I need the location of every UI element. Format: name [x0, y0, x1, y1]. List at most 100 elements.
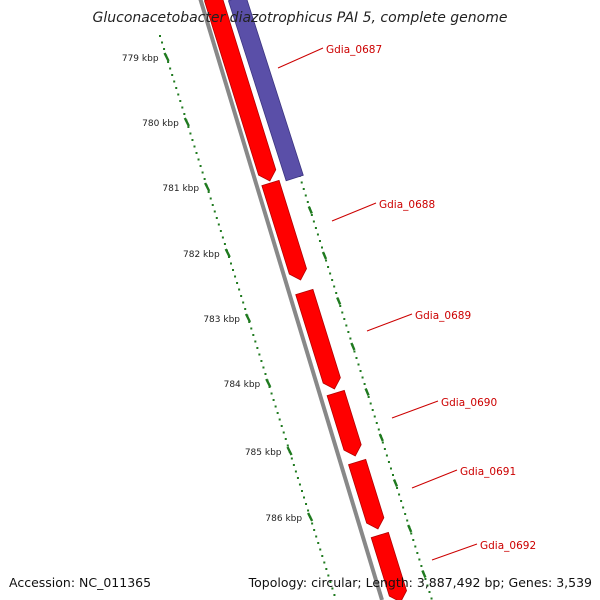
- ruler-minor-tick: [219, 230, 222, 232]
- ruler-minor-tick: [377, 428, 380, 431]
- ruler-major-tick: [336, 297, 342, 305]
- ruler-minor-tick: [381, 441, 384, 444]
- gene-label-leader: [277, 47, 324, 69]
- ruler-minor-tick: [213, 210, 216, 213]
- ruler-minor-tick: [325, 259, 328, 262]
- ruler-minor-tick: [316, 233, 319, 236]
- gene-feature-forward[interactable]: [203, 0, 277, 182]
- gene-label-leader: [331, 202, 377, 222]
- gene-label[interactable]: Gdia_0692: [480, 540, 536, 552]
- ruler-minor-tick: [199, 165, 202, 167]
- ruler-minor-tick: [398, 493, 401, 496]
- ruler-minor-tick: [252, 334, 255, 336]
- ruler-minor-tick: [256, 347, 259, 349]
- ruler-minor-tick: [264, 373, 267, 375]
- ruler-tick-label: 782 kbp: [183, 250, 220, 260]
- ruler-minor-tick: [290, 457, 293, 460]
- ruler-minor-tick: [201, 171, 204, 174]
- ruler-minor-tick: [414, 545, 417, 548]
- gene-feature-forward[interactable]: [295, 288, 341, 390]
- gene-feature-forward[interactable]: [326, 389, 362, 457]
- ruler-minor-tick: [406, 519, 409, 522]
- ruler-minor-tick: [229, 262, 232, 265]
- ruler-minor-tick: [373, 415, 376, 418]
- ruler-minor-tick: [412, 539, 415, 541]
- ruler-tick-label: 781 kbp: [162, 184, 199, 194]
- ruler-minor-tick: [385, 454, 388, 457]
- ruler-minor-tick: [361, 376, 364, 379]
- ruler-minor-tick: [323, 561, 326, 564]
- ruler-tick-label: 783 kbp: [203, 315, 240, 325]
- ruler-minor-tick: [258, 353, 261, 356]
- ruler-minor-tick: [278, 418, 281, 421]
- ruler-minor-tick: [325, 568, 328, 570]
- ruler-minor-tick: [424, 578, 427, 580]
- ruler-minor-tick: [306, 201, 309, 203]
- gene-label[interactable]: Gdia_0687: [326, 44, 382, 56]
- ruler-minor-tick: [428, 591, 431, 593]
- ruler-major-tick: [407, 524, 413, 533]
- ruler-major-tick: [364, 388, 370, 396]
- ruler-minor-tick: [329, 581, 332, 583]
- ruler-major-tick: [378, 433, 384, 442]
- ruler-minor-tick: [383, 448, 386, 450]
- ruler-minor-tick: [240, 295, 243, 297]
- ruler-minor-tick: [284, 438, 287, 440]
- ruler-minor-tick: [195, 152, 198, 154]
- ruler-minor-tick: [426, 584, 429, 587]
- gene-label[interactable]: Gdia_0690: [441, 397, 497, 409]
- ruler-minor-tick: [272, 399, 275, 401]
- ruler-minor-tick: [304, 194, 307, 197]
- ruler-minor-tick: [181, 106, 184, 109]
- ruler-minor-tick: [211, 204, 214, 206]
- ruler-minor-tick: [296, 477, 299, 479]
- ruler-minor-tick: [161, 41, 164, 44]
- ruler-minor-tick: [339, 305, 342, 307]
- ruler-minor-tick: [177, 93, 180, 96]
- ruler-minor-tick: [183, 113, 186, 115]
- ruler-minor-tick: [331, 587, 334, 590]
- ruler-minor-tick: [189, 132, 192, 135]
- ruler-minor-tick: [175, 87, 178, 89]
- ruler-minor-tick: [410, 532, 413, 535]
- ruler-tick-label: 779 kbp: [122, 54, 159, 64]
- ruler-minor-tick: [318, 240, 321, 242]
- gene-label-leader: [431, 543, 478, 561]
- gene-feature-forward[interactable]: [348, 458, 385, 530]
- ruler-minor-tick: [238, 288, 241, 291]
- ruler-minor-tick: [404, 513, 407, 515]
- ruler-major-tick: [286, 446, 293, 456]
- ruler-minor-tick: [333, 285, 336, 288]
- ruler-minor-tick: [345, 324, 348, 327]
- ruler-major-tick: [421, 570, 427, 578]
- sequence-backbone: [198, 0, 384, 600]
- ruler-minor-tick: [363, 383, 366, 385]
- gene-label[interactable]: Gdia_0689: [415, 310, 471, 322]
- gene-feature-forward[interactable]: [261, 179, 307, 281]
- ruler-minor-tick: [329, 272, 332, 275]
- ruler-minor-tick: [391, 474, 394, 476]
- ruler-major-tick: [307, 206, 313, 214]
- ruler-minor-tick: [319, 548, 322, 551]
- ruler-minor-tick: [305, 503, 308, 505]
- ruler-minor-tick: [197, 158, 200, 161]
- gene-feature-forward[interactable]: [370, 531, 407, 600]
- ruler-major-tick: [163, 52, 170, 62]
- ruler-minor-tick: [300, 490, 303, 492]
- gene-label-leader: [411, 469, 458, 489]
- ruler-minor-tick: [367, 396, 370, 398]
- ruler-major-tick: [392, 479, 399, 487]
- ruler-minor-tick: [236, 282, 239, 284]
- gene-feature-reverse[interactable]: [227, 0, 304, 182]
- gene-label[interactable]: Gdia_0691: [460, 466, 516, 478]
- ruler-minor-tick: [307, 509, 310, 512]
- ruler-minor-tick: [321, 555, 324, 557]
- ruler-tick-label: 786 kbp: [265, 514, 302, 524]
- gene-label-leader: [391, 400, 439, 419]
- gene-label[interactable]: Gdia_0688: [379, 199, 435, 211]
- ruler-tick-label: 784 kbp: [224, 380, 261, 390]
- ruler-minor-tick: [420, 565, 423, 567]
- ruler-minor-tick: [317, 542, 320, 544]
- ruler-minor-tick: [207, 191, 210, 193]
